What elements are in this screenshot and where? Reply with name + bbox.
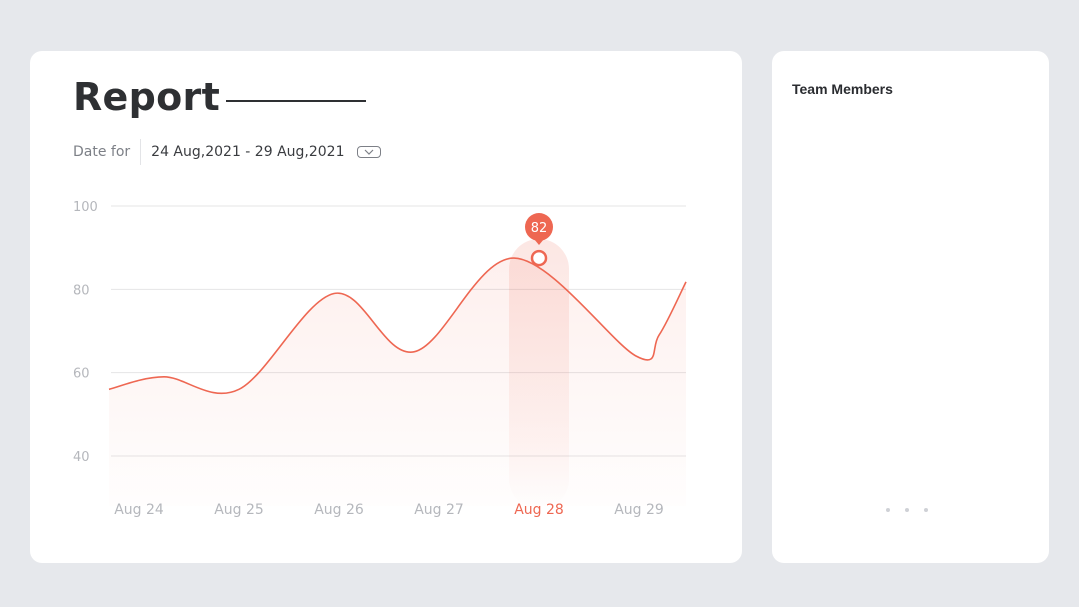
date-label: Date for xyxy=(73,144,131,160)
x-tick-label: Aug 27 xyxy=(414,502,464,518)
highlight-column xyxy=(509,239,569,509)
date-range-value[interactable]: 24 Aug,2021 - 29 Aug,2021 xyxy=(151,144,345,160)
report-card: Report Date for 24 Aug,2021 - 29 Aug,202… xyxy=(30,51,742,563)
more-dots-icon[interactable] xyxy=(886,508,928,512)
report-line-chart: 40 60 80 100 82 Aug 24 Aug 25 Aug 26 Aug 27 Aug 2… xyxy=(73,200,687,518)
series-area xyxy=(109,258,686,506)
page-title: Report xyxy=(73,75,221,119)
date-filter: Date for 24 Aug,2021 - 29 Aug,2021 xyxy=(73,139,381,165)
highlight-point xyxy=(530,249,548,267)
title-underline xyxy=(226,100,366,102)
y-tick-label: 40 xyxy=(73,450,90,465)
dot xyxy=(924,508,928,512)
date-divider xyxy=(140,139,142,165)
y-tick-label: 80 xyxy=(73,283,90,298)
value-badge-label: 82 xyxy=(531,221,548,236)
team-members-card: Team Members xyxy=(772,51,1049,563)
y-tick-label: 100 xyxy=(73,200,98,215)
x-tick-label: Aug 26 xyxy=(314,502,364,518)
x-tick-label: Aug 25 xyxy=(214,502,264,518)
x-tick-label: Aug 24 xyxy=(114,502,164,518)
y-tick-label: 60 xyxy=(73,367,90,382)
x-tick-label: Aug 28 xyxy=(514,502,564,518)
series-line xyxy=(108,257,687,395)
chevron-down-icon[interactable] xyxy=(356,146,381,158)
x-tick-label: Aug 29 xyxy=(614,502,664,518)
value-badge-pointer xyxy=(534,239,544,245)
dot xyxy=(886,508,890,512)
value-badge xyxy=(525,213,553,241)
team-members-title: Team Members xyxy=(792,81,893,97)
dot xyxy=(905,508,909,512)
